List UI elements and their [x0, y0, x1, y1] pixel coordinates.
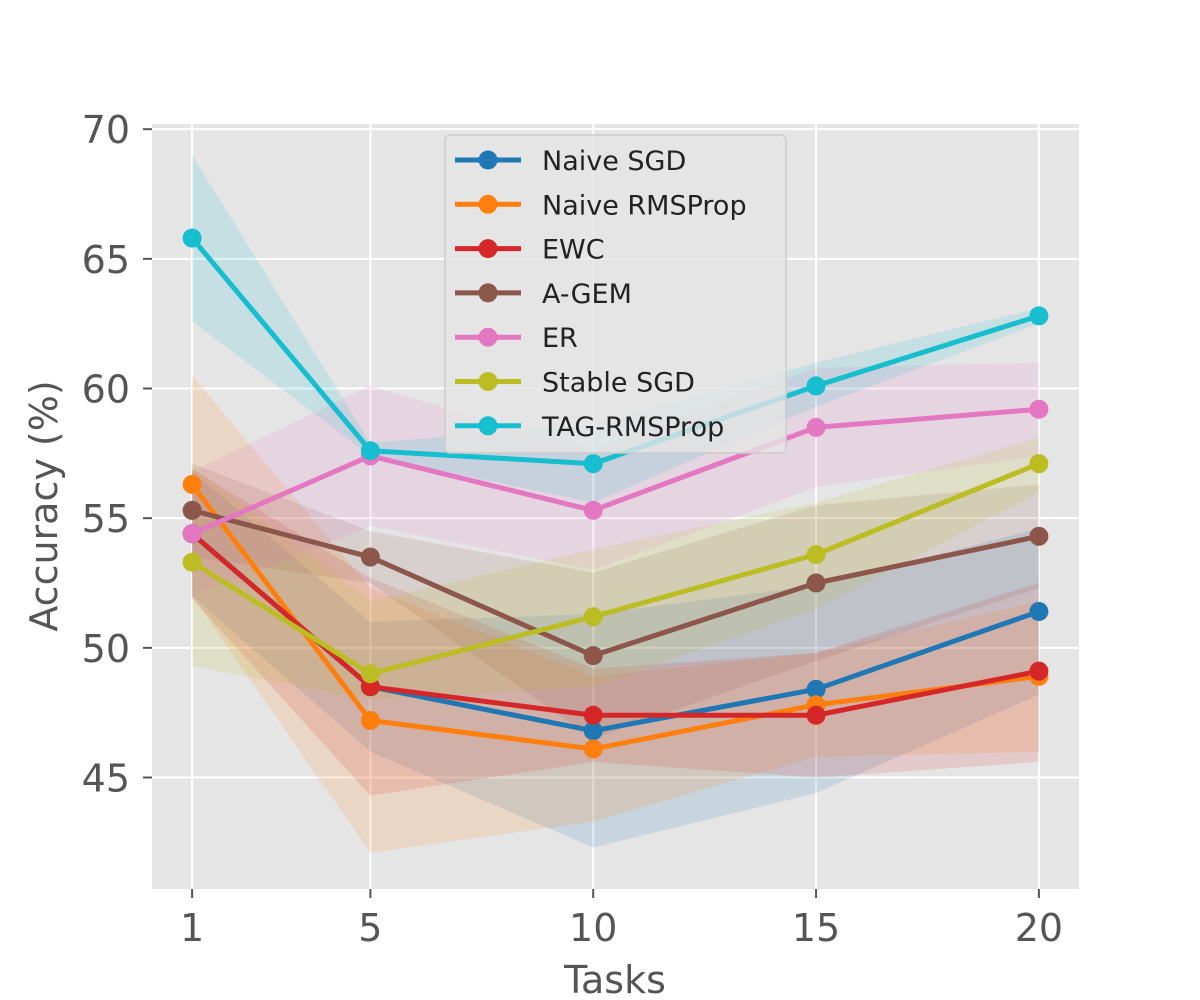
legend-box [444, 134, 787, 454]
point-a-gem [360, 547, 380, 567]
x-axis-label: Tasks [563, 958, 666, 1000]
legend-marker-naive-rmsprop [478, 194, 498, 214]
point-er [583, 500, 603, 520]
point-tag-rmsprop [360, 441, 380, 461]
point-a-gem [806, 573, 826, 593]
legend-label-er: ER [542, 323, 578, 354]
band-er [192, 362, 1039, 596]
x-axis-ticks: 1 5 10 15 20 [180, 889, 1063, 950]
legend-marker-a-gem [478, 283, 498, 303]
legend-label-naive-rmsprop: Naive RMSProp [542, 190, 747, 221]
legend: Naive SGD Naive RMSProp EWC A-GEM ER Stable S… [444, 134, 787, 454]
band-stable-sgd [192, 437, 1039, 700]
point-tag-rmsprop [583, 454, 603, 474]
point-er [182, 524, 202, 544]
legend-marker-naive-sgd [478, 150, 498, 170]
x-tick-label: 15 [792, 906, 840, 950]
point-tag-rmsprop [182, 228, 202, 248]
point-stable-sgd [583, 607, 603, 627]
series-points [182, 228, 1049, 759]
y-axis-ticks: 45 50 55 60 65 70 [82, 108, 152, 800]
point-tag-rmsprop [806, 376, 826, 396]
y-tick-label: 60 [82, 368, 130, 412]
y-tick-label: 45 [82, 756, 130, 800]
point-ewc [583, 705, 603, 725]
legend-marker-tag-rmsprop [478, 416, 498, 436]
band-naive-rmsprop [192, 375, 1039, 853]
x-tick-label: 20 [1015, 906, 1063, 950]
y-tick-label: 70 [82, 108, 130, 152]
point-ewc [806, 705, 826, 725]
point-naive-sgd [1029, 602, 1049, 622]
legend-marker-ewc [478, 239, 498, 259]
point-stable-sgd [182, 552, 202, 572]
point-er [806, 417, 826, 437]
point-tag-rmsprop [1029, 306, 1049, 326]
x-tick-label: 10 [569, 906, 617, 950]
point-stable-sgd [806, 544, 826, 564]
legend-label-stable-sgd: Stable SGD [542, 368, 695, 399]
y-tick-label: 50 [82, 627, 130, 671]
band-naive-sgd [192, 471, 1039, 848]
y-axis-label: Accuracy (%) [22, 380, 66, 631]
x-tick-label: 1 [180, 906, 204, 950]
point-er [1029, 399, 1049, 419]
x-tick-label: 5 [358, 906, 382, 950]
point-naive-sgd [806, 679, 826, 699]
point-a-gem [182, 500, 202, 520]
band-a-gem [192, 463, 1039, 739]
legend-label-a-gem: A-GEM [542, 279, 632, 310]
y-tick-label: 55 [82, 497, 130, 541]
point-naive-sgd [583, 721, 603, 741]
point-naive-rmsprop [182, 474, 202, 494]
point-stable-sgd [360, 664, 380, 684]
point-naive-rmsprop [360, 710, 380, 730]
legend-label-naive-sgd: Naive SGD [542, 146, 686, 177]
point-a-gem [583, 646, 603, 666]
point-ewc [1029, 661, 1049, 681]
legend-marker-stable-sgd [478, 372, 498, 391]
legend-marker-er [478, 327, 498, 347]
legend-label-tag-rmsprop: TAG-RMSProp [541, 412, 724, 443]
point-naive-rmsprop [583, 739, 603, 759]
point-a-gem [1029, 526, 1049, 546]
legend-label-ewc: EWC [542, 235, 605, 266]
y-tick-label: 65 [82, 238, 130, 282]
point-stable-sgd [1029, 454, 1049, 474]
